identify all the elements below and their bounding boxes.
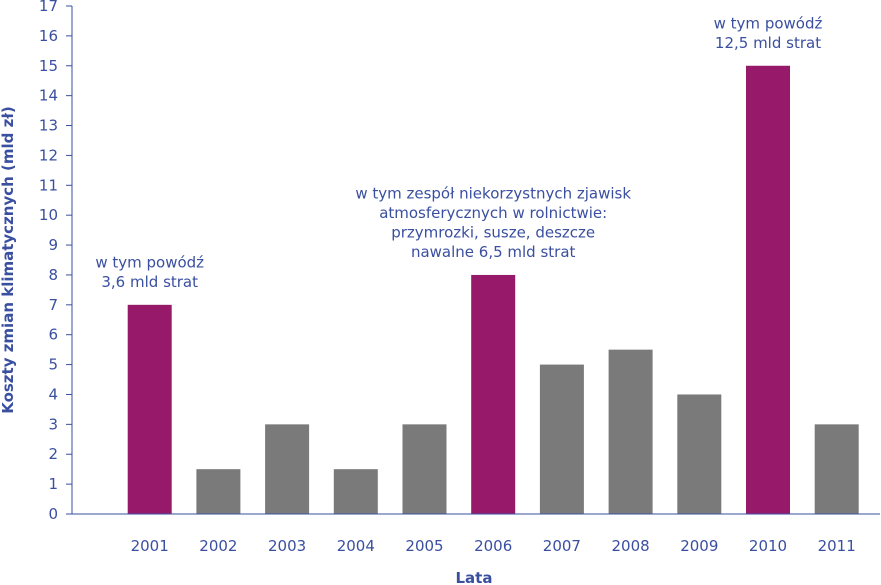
y-tick-label: 3 <box>48 415 58 433</box>
bar-2005 <box>402 424 447 514</box>
x-tick-label: 2006 <box>474 537 512 555</box>
annotation-line: w tym powódź <box>714 14 823 32</box>
annotation-2001: w tym powódź 3,6 mld strat <box>95 253 204 291</box>
y-tick-label: 2 <box>48 445 58 463</box>
y-tick-label: 10 <box>39 206 58 224</box>
y-tick-label: 6 <box>48 326 58 344</box>
x-tick-label: 2002 <box>199 537 237 555</box>
y-tick-label: 7 <box>48 296 58 314</box>
annotation-line: przymrozki, susze, deszcze <box>391 223 595 241</box>
bar-2009 <box>677 394 722 514</box>
annotations: w tym powódź 3,6 mld strat w tym zespół ni… <box>95 14 822 291</box>
bar-2007 <box>539 364 584 514</box>
x-tick-label: 2005 <box>405 537 443 555</box>
annotation-line: nawalne 6,5 mld strat <box>411 243 576 261</box>
y-tick-label: 8 <box>48 266 58 284</box>
bar-2006 <box>471 274 516 514</box>
annotation-2010: w tym powódź 12,5 mld strat <box>714 14 823 52</box>
y-axis-title: Koszty zmian klimatycznych (mld zł) <box>0 106 17 414</box>
y-tick-label: 11 <box>39 176 58 194</box>
bar-2002 <box>196 469 241 514</box>
annotation-line: atmosferycznych w rolnictwie: <box>379 204 607 222</box>
y-tick-label: 16 <box>39 27 58 45</box>
x-tick-label: 2010 <box>749 537 787 555</box>
x-axis-ticks: 2001 2002 2003 2004 2005 2006 2007 2008 2009 2010… <box>131 537 856 555</box>
annotation-line: 3,6 mld strat <box>101 273 198 291</box>
y-tick-label: 9 <box>48 236 58 254</box>
x-tick-label: 2008 <box>612 537 650 555</box>
y-tick-label: 13 <box>39 117 58 135</box>
annotation-line: w tym zespół niekorzystnych zjawisk <box>355 184 631 202</box>
bar-2004 <box>333 469 378 514</box>
y-tick-label: 1 <box>48 475 58 493</box>
x-tick-label: 2011 <box>818 537 856 555</box>
y-tick-label: 14 <box>39 87 58 105</box>
y-tick-label: 5 <box>48 356 58 374</box>
x-tick-label: 2007 <box>543 537 581 555</box>
bar-2010 <box>746 65 790 514</box>
y-tick-label: 17 <box>39 0 58 15</box>
y-tick-label: 12 <box>39 146 58 164</box>
annotation-2006: w tym zespół niekorzystnych zjawisk atmos… <box>355 184 631 260</box>
bars <box>127 65 859 514</box>
bar-2003 <box>265 424 310 514</box>
bar-2008 <box>608 349 653 514</box>
annotation-line: w tym powódź <box>95 253 204 271</box>
y-tick-label: 15 <box>39 57 58 75</box>
x-tick-label: 2004 <box>337 537 375 555</box>
x-tick-label: 2009 <box>680 537 718 555</box>
bar-2001 <box>127 304 172 514</box>
y-tick-label: 0 <box>48 505 58 523</box>
x-axis-title: Lata <box>456 569 493 585</box>
annotation-line: 12,5 mld strat <box>715 34 821 52</box>
x-tick-label: 2001 <box>131 537 169 555</box>
x-tick-label: 2003 <box>268 537 306 555</box>
y-tick-label: 4 <box>48 385 58 403</box>
bar-2011 <box>814 424 859 514</box>
